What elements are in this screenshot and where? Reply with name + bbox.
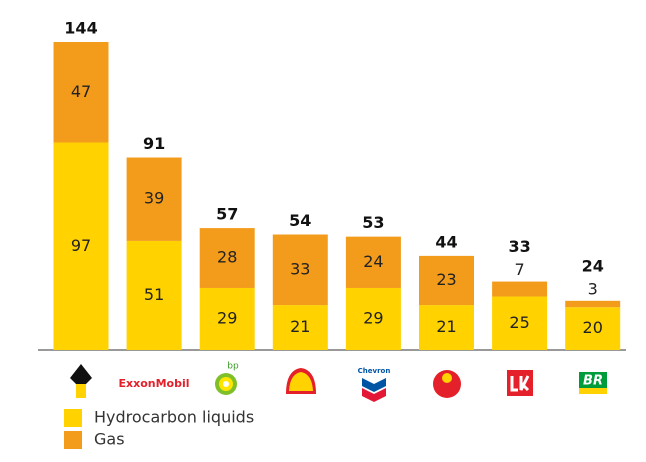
bar-segment	[199, 228, 255, 288]
logo-lukoil-mark	[510, 375, 530, 392]
logo-cnpc-sun	[442, 373, 452, 383]
bar-segment	[272, 305, 328, 350]
total-label: 91	[143, 134, 165, 153]
bar-segment	[419, 305, 474, 350]
segment-label: 28	[217, 248, 237, 267]
bar-segment	[126, 240, 182, 350]
total-label: 44	[435, 232, 457, 251]
bar-segment	[126, 157, 182, 241]
total-label: 53	[362, 213, 384, 232]
segment-label: 47	[71, 82, 91, 101]
logo-rosneft	[70, 364, 92, 384]
bar-segment	[492, 281, 548, 297]
logo-br-stripe	[579, 388, 607, 394]
bar-segment	[272, 234, 328, 306]
bar-segment	[345, 236, 401, 288]
segment-label: 21	[290, 317, 310, 336]
logo-text: Chevron	[358, 367, 391, 375]
logo-cnpc	[433, 370, 461, 398]
total-label: 33	[508, 237, 530, 256]
bar-segment	[565, 307, 621, 350]
segment-label: 39	[144, 189, 164, 208]
segment-label: 7	[515, 260, 525, 279]
segment-label: 3	[588, 279, 598, 298]
legend-swatch	[64, 431, 82, 449]
logo-text: ExxonMobil	[118, 377, 189, 390]
logo-rosneft-base	[76, 382, 86, 398]
bar-segment	[199, 287, 255, 350]
segment-label: 21	[436, 317, 456, 336]
bar-segment	[419, 255, 474, 306]
logo-text: BR	[583, 374, 603, 389]
segment-label: 20	[583, 318, 603, 337]
segment-label: 51	[144, 285, 164, 304]
total-label: 144	[64, 19, 97, 38]
bar-segment	[53, 142, 109, 350]
bar-segment	[492, 296, 548, 350]
logo-chevron-red	[362, 388, 386, 402]
logo-bp-core	[223, 381, 229, 387]
segment-label: 25	[509, 313, 529, 332]
segment-label: 97	[71, 236, 91, 255]
segment-label: 24	[363, 252, 383, 271]
total-label: 54	[289, 211, 311, 230]
legend-label: Hydrocarbon liquids	[94, 408, 254, 427]
segment-label: 33	[290, 259, 310, 278]
bar-segment	[345, 287, 401, 350]
total-label: 57	[216, 205, 238, 224]
logo-shell-inner	[289, 372, 313, 391]
segment-label: 29	[363, 308, 383, 327]
bar-segment	[565, 300, 621, 308]
legend-label: Gas	[94, 430, 125, 449]
segment-label: 29	[217, 308, 237, 327]
logo-text: bp	[227, 362, 239, 372]
total-label: 24	[582, 256, 604, 275]
bar-segment	[53, 42, 109, 143]
logos	[70, 364, 607, 402]
legend-swatch	[64, 409, 82, 427]
logo-chevron	[362, 378, 386, 392]
segment-label: 23	[436, 270, 456, 289]
